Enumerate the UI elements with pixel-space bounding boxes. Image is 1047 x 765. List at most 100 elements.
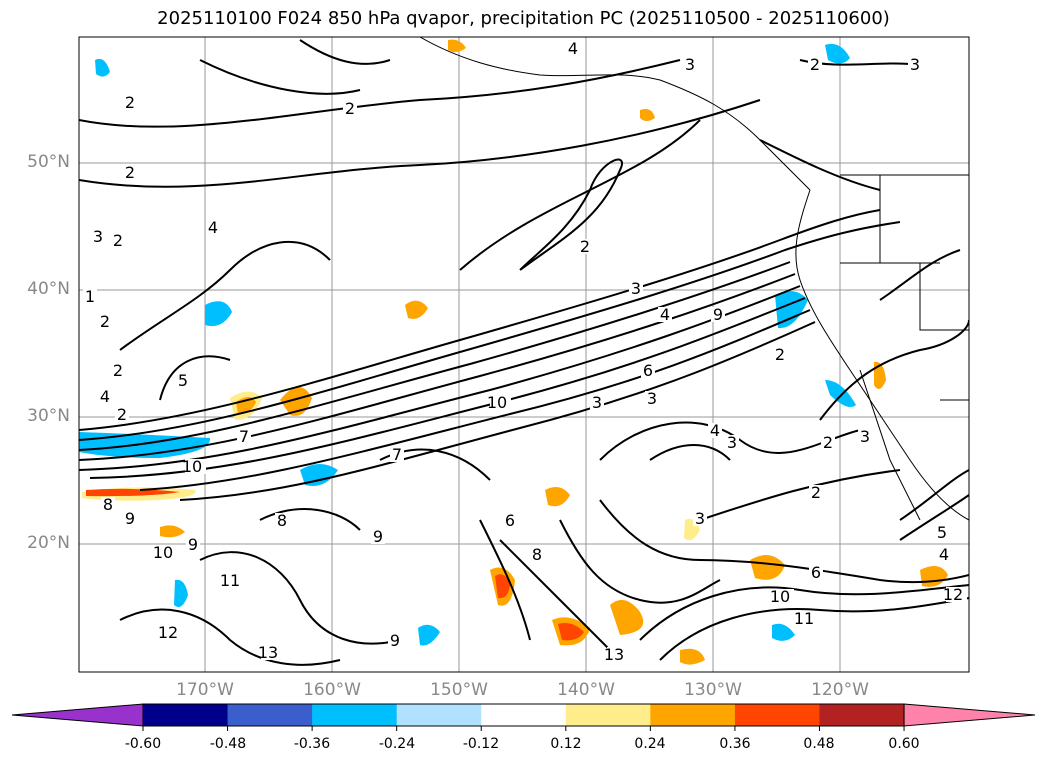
lat-label: 20°N (27, 533, 70, 553)
contour-label: 10 (182, 457, 202, 476)
contour-label: 3 (910, 55, 920, 74)
colorbar-tick-label: -0.48 (209, 736, 247, 752)
contour-label-bg (237, 429, 251, 444)
colorbar-bin (396, 704, 482, 726)
colorbar-tick-label: -0.24 (378, 736, 416, 752)
contour-label-bg (821, 435, 835, 450)
colorbar-tick-label: -0.12 (462, 736, 500, 752)
contour-label: 9 (390, 631, 400, 650)
contour-label: 8 (532, 545, 542, 564)
colorbar-tick-label: 0.24 (634, 736, 666, 752)
contour-label-bg (161, 625, 182, 640)
contour-label-bg (693, 511, 707, 526)
contour-label: 1 (85, 287, 95, 306)
contour-label-bg (937, 547, 951, 562)
colorbar-bin (819, 704, 905, 726)
contour-label: 2 (345, 99, 355, 118)
contour-label: 3 (685, 55, 695, 74)
contour-label-bg (641, 363, 655, 378)
contour-label: 2 (117, 405, 127, 424)
contour-label: 11 (220, 571, 240, 590)
contour-label-bg (530, 547, 544, 562)
colorbar-tick-label: 0.48 (803, 736, 835, 752)
contour-label: 2 (810, 55, 820, 74)
contour-label: 12 (158, 623, 178, 642)
contour-label-bg (390, 447, 404, 462)
contour-label: 11 (794, 609, 814, 628)
colorbar-tick-label: -0.60 (124, 736, 162, 752)
contour-label: 2 (775, 345, 785, 364)
contour-label-bg (725, 435, 739, 450)
contour-label: 5 (937, 523, 947, 542)
map-panel (79, 37, 969, 672)
contour-label: 10 (153, 543, 173, 562)
qvapor-contours (79, 39, 969, 666)
lon-label: 120°W (811, 680, 869, 700)
contour-label: 2 (125, 163, 135, 182)
contour-label-bg (590, 395, 604, 410)
contour-label-bg (797, 611, 818, 626)
contour-label-bg (858, 429, 872, 444)
contour-label-bg (111, 233, 125, 248)
colorbar-bin (481, 704, 567, 726)
contour-label: 2 (580, 237, 590, 256)
contour-label: 4 (100, 387, 110, 406)
lon-label: 160°W (303, 680, 361, 700)
contour-label-bg (503, 513, 517, 528)
contour-label: 2 (125, 93, 135, 112)
contour-label-bg (773, 589, 794, 604)
contour-label: 4 (568, 39, 578, 58)
contour-label: 9 (713, 305, 723, 324)
colorbar-tick-label: -0.36 (293, 736, 331, 752)
contour-label: 3 (631, 279, 641, 298)
contour-label: 6 (811, 563, 821, 582)
contour-label-bg (773, 347, 787, 362)
lon-label: 150°W (430, 680, 488, 700)
contour-label-bg (711, 307, 725, 322)
contour-label-bg (708, 423, 722, 438)
contour-label: 9 (373, 527, 383, 546)
map-title: 2025110100 F024 850 hPa qvapor, precipit… (157, 8, 890, 29)
colorbar-tick-label: 0.60 (888, 736, 920, 752)
contour-label-bg (83, 289, 97, 304)
colorbar-tick-label: 0.12 (550, 736, 582, 752)
contour-label: 3 (93, 227, 103, 246)
contour-label: 6 (643, 361, 653, 380)
contour-label: 5 (178, 371, 188, 390)
contour-label: 8 (103, 495, 113, 514)
contour-label: 3 (647, 389, 657, 408)
colorbar-extend-high (903, 703, 1036, 727)
lat-label: 30°N (27, 406, 70, 426)
contour-label: 3 (860, 427, 870, 446)
contour-label: 13 (258, 643, 278, 662)
contour-label-bg (275, 513, 289, 528)
colorbar-bin (734, 704, 820, 726)
contour-label-bg (101, 497, 115, 512)
colorbar-bin (565, 704, 651, 726)
contour-label: 8 (277, 511, 287, 530)
lon-label: 170°W (176, 680, 234, 700)
contour-label-bg (98, 314, 112, 329)
contour-label-bg (111, 363, 125, 378)
contour-label-bg (91, 229, 105, 244)
contour-label-bg (808, 57, 822, 72)
colorbar-bin (312, 704, 398, 726)
contour-label-bg (578, 239, 592, 254)
contour-label: 2 (811, 483, 821, 502)
contour-label: 7 (239, 427, 249, 446)
contour-label-bg (176, 373, 190, 388)
contour-label: 9 (188, 535, 198, 554)
contour-label: 4 (208, 218, 218, 237)
contour-label: 9 (125, 509, 135, 528)
colorbar-frame (142, 703, 905, 727)
colorbar-extend-low (11, 703, 144, 727)
lat-label: 40°N (27, 279, 70, 299)
contour-label: 10 (770, 587, 790, 606)
contour-label-bg (223, 573, 244, 588)
contour-label: 7 (392, 445, 402, 464)
contour-label-bg (123, 165, 137, 180)
contour-label-bg (371, 529, 385, 544)
contour-label: 3 (592, 393, 602, 412)
